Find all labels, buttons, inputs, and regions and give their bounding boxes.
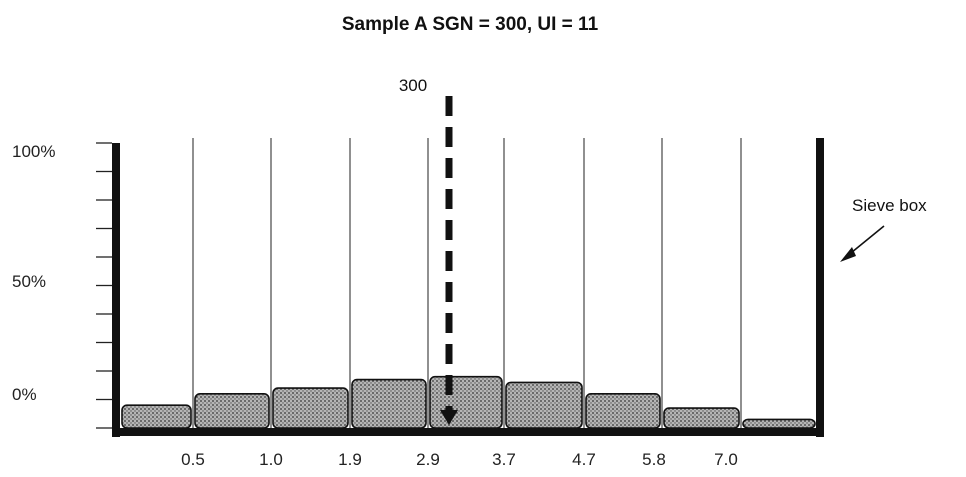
- bar: [351, 378, 427, 429]
- bar: [194, 392, 270, 429]
- bars-layer: [121, 375, 816, 429]
- bar: [663, 407, 740, 429]
- bar: [742, 418, 816, 429]
- bar: [429, 375, 503, 429]
- bar: [505, 381, 583, 429]
- y-ticks: [96, 142, 112, 429]
- sgn-marker-label: 300: [399, 76, 427, 95]
- bar: [272, 387, 349, 429]
- x-tick-label: 1.9: [338, 450, 362, 469]
- x-tick-label: 5.8: [642, 450, 666, 469]
- y-tick-label-50: 50%: [12, 272, 46, 291]
- y-tick-label-0: 0%: [12, 385, 37, 404]
- x-tick-label: 4.7: [572, 450, 596, 469]
- x-tick-label: 2.9: [416, 450, 440, 469]
- bar: [121, 404, 192, 429]
- x-tick-labels: 0.5 1.0 1.9 2.9 3.7 4.7 5.8 7.0: [181, 450, 738, 469]
- sieve-box-arrowhead: [840, 247, 856, 262]
- x-tick-label: 7.0: [714, 450, 738, 469]
- sgn-marker-arrowhead: [440, 410, 458, 425]
- y-tick-label-100: 100%: [12, 142, 55, 161]
- x-tick-label: 3.7: [492, 450, 516, 469]
- sieve-box-annotation: Sieve box: [852, 196, 927, 215]
- dividers-layer: [192, 138, 742, 430]
- x-tick-label: 1.0: [259, 450, 283, 469]
- chart-title: Sample A SGN = 300, UI = 11: [342, 14, 599, 35]
- x-tick-label: 0.5: [181, 450, 205, 469]
- bar: [585, 392, 661, 429]
